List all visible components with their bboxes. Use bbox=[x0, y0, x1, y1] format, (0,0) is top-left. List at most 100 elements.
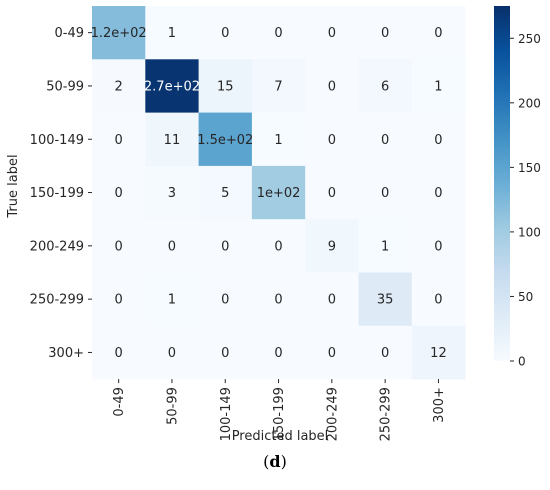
y-axis-label: True label bbox=[6, 154, 21, 218]
heatmap-cell-value: 0 bbox=[434, 26, 442, 41]
heatmap-cell bbox=[198, 219, 253, 273]
heatmap-cell bbox=[411, 272, 466, 327]
heatmap-cell bbox=[198, 59, 253, 113]
heatmap-cell bbox=[92, 325, 146, 380]
heatmap-cell bbox=[358, 112, 413, 167]
heatmap-cell-value: 1 bbox=[434, 79, 442, 94]
heatmap-cell-value: 0 bbox=[381, 186, 389, 201]
heatmap-cell bbox=[92, 112, 146, 167]
heatmap-cell bbox=[251, 6, 306, 60]
colorbar-ticks: 0 50 100 150 200 250 bbox=[510, 32, 541, 369]
heatmap-cell-value: 0 bbox=[221, 346, 229, 361]
heatmap-cell bbox=[358, 6, 413, 60]
heatmap-cell bbox=[411, 165, 466, 220]
x-tick-label: 100-149 bbox=[219, 387, 234, 441]
heatmap-cell bbox=[358, 219, 413, 273]
heatmap-cell bbox=[251, 112, 306, 167]
heatmap-cell bbox=[198, 112, 253, 167]
heatmap-cell-value: 0 bbox=[328, 346, 336, 361]
y-tick-label: 200-249 bbox=[30, 239, 84, 254]
panel-label-close: ) bbox=[280, 452, 287, 471]
heatmap-cell-value: 0 bbox=[328, 133, 336, 148]
colorbar-tick-label: 100 bbox=[518, 225, 541, 239]
x-tick-label: 250-299 bbox=[379, 387, 394, 441]
colorbar-tick-label: 50 bbox=[518, 290, 533, 304]
heatmap-cell-value: 1.2e+02 bbox=[91, 26, 147, 41]
heatmap-cell bbox=[92, 59, 146, 113]
heatmap-cell bbox=[198, 6, 253, 60]
heatmap-cell bbox=[251, 219, 306, 273]
heatmap-cell bbox=[305, 325, 359, 380]
colorbar-tick-label: 200 bbox=[518, 96, 541, 110]
y-tick-label: 250-299 bbox=[30, 293, 84, 308]
heatmap-cell-value: 2.7e+02 bbox=[144, 79, 200, 94]
heatmap-cell-value: 0 bbox=[328, 26, 336, 41]
heatmap-cell bbox=[411, 325, 466, 380]
heatmap-cell-value: 0 bbox=[274, 293, 282, 308]
heatmap-cell-value: 9 bbox=[328, 239, 336, 254]
heatmap-cell bbox=[251, 325, 306, 380]
heatmap-cells bbox=[92, 6, 466, 380]
heatmap-cell bbox=[198, 272, 253, 327]
heatmap-cell bbox=[92, 6, 146, 60]
y-tick-label: 150-199 bbox=[30, 186, 84, 201]
heatmap-cell bbox=[251, 59, 306, 113]
x-tick-label: 0-49 bbox=[112, 387, 127, 417]
y-tick-label: 50-99 bbox=[46, 79, 84, 94]
heatmap-cell-value: 2 bbox=[115, 79, 123, 94]
heatmap-cell bbox=[411, 112, 466, 167]
colorbar bbox=[494, 6, 510, 361]
heatmap-cell bbox=[92, 219, 146, 273]
heatmap-cell-value: 1 bbox=[274, 133, 282, 148]
heatmap-cell-value: 0 bbox=[168, 346, 176, 361]
heatmap-cell-value: 0 bbox=[274, 26, 282, 41]
heatmap-cell-value: 0 bbox=[434, 239, 442, 254]
heatmap-cell-value: 0 bbox=[115, 346, 123, 361]
heatmap-cell-value: 0 bbox=[115, 239, 123, 254]
y-tick-label: 100-149 bbox=[30, 133, 84, 148]
heatmap-cell bbox=[145, 112, 199, 167]
heatmap-cell bbox=[358, 272, 413, 327]
panel-label: (d) bbox=[0, 452, 550, 471]
colorbar-tick-label: 150 bbox=[518, 161, 541, 175]
heatmap-cell bbox=[411, 219, 466, 273]
x-tick-label: 50-99 bbox=[165, 387, 180, 425]
heatmap-cell-value: 0 bbox=[221, 26, 229, 41]
heatmap-cell-value: 0 bbox=[168, 239, 176, 254]
heatmap-cell-value: 0 bbox=[381, 26, 389, 41]
heatmap-cell-value: 0 bbox=[381, 346, 389, 361]
heatmap-cell-value: 0 bbox=[221, 293, 229, 308]
heatmap-cell bbox=[251, 165, 306, 220]
heatmap-cell-value: 0 bbox=[434, 186, 442, 201]
heatmap-cell bbox=[145, 219, 199, 273]
heatmap-cell-value: 0 bbox=[328, 293, 336, 308]
heatmap-cell bbox=[145, 325, 199, 380]
heatmap-cell-value: 15 bbox=[217, 79, 234, 94]
heatmap-cell bbox=[358, 325, 413, 380]
heatmap-cell bbox=[305, 59, 359, 113]
x-axis-tick-labels: 0-49 50-99 100-149 150-199 200-249 250-299 300… bbox=[112, 379, 447, 441]
x-tick-label: 300+ bbox=[432, 387, 447, 423]
heatmap-cell bbox=[305, 112, 359, 167]
heatmap-cell-value: 35 bbox=[377, 293, 394, 308]
heatmap-cell bbox=[305, 6, 359, 60]
heatmap-cell bbox=[145, 272, 199, 327]
heatmap-cell bbox=[305, 165, 359, 220]
heatmap-cell-value: 0 bbox=[115, 293, 123, 308]
heatmap-cell-value: 0 bbox=[381, 133, 389, 148]
heatmap-cell-value: 0 bbox=[221, 239, 229, 254]
panel-label-letter: d bbox=[269, 452, 281, 471]
heatmap-cell bbox=[145, 59, 199, 113]
heatmap-cell-value: 0 bbox=[115, 186, 123, 201]
heatmap-cell-value: 0 bbox=[328, 186, 336, 201]
heatmap-cell-value: 1 bbox=[381, 239, 389, 254]
panel-label-open: ( bbox=[263, 452, 270, 471]
heatmap-cell-value: 1.5e+02 bbox=[197, 133, 253, 148]
colorbar-tick-label: 250 bbox=[518, 32, 541, 46]
heatmap-cell bbox=[411, 6, 466, 60]
heatmap-cell-value: 11 bbox=[164, 133, 181, 148]
heatmap-cell bbox=[198, 325, 253, 380]
heatmap-cell-value: 1e+02 bbox=[257, 186, 301, 201]
heatmap-cell bbox=[198, 165, 253, 220]
